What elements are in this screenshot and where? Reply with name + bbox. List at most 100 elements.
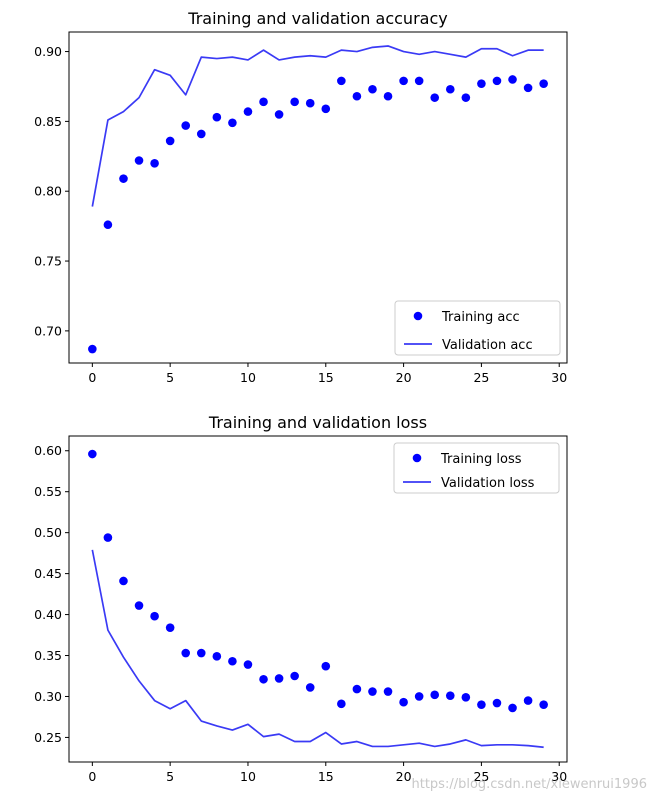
data-point	[181, 121, 191, 130]
data-point	[134, 156, 144, 165]
data-point	[305, 683, 315, 692]
data-point	[212, 112, 222, 122]
x-tick-label: 10	[240, 769, 256, 784]
data-point	[383, 687, 393, 696]
x-tick-label: 20	[396, 769, 412, 784]
data-point	[212, 652, 222, 661]
data-point	[165, 623, 175, 632]
data-point	[321, 104, 331, 114]
legend-point-marker	[412, 453, 422, 463]
x-tick-label: 5	[166, 769, 174, 784]
data-point	[259, 674, 268, 684]
data-point	[352, 91, 362, 101]
data-point	[539, 700, 548, 709]
data-point	[119, 174, 128, 183]
legend-box	[394, 300, 561, 356]
y-tick-label: 0.80	[34, 184, 62, 199]
x-tick-label: 0	[88, 769, 96, 784]
y-tick-label: 0.75	[34, 254, 62, 269]
series-line-validation-loss	[91, 549, 544, 749]
y-tick-label: 0.60	[34, 443, 62, 458]
data-point	[150, 611, 159, 621]
y-tick-label: 0.70	[34, 323, 62, 338]
watermark-text: https://blog.csdn.net/xiewenrui1996	[411, 777, 647, 792]
x-tick-label: 15	[318, 370, 334, 385]
x-tick-label: 25	[473, 370, 489, 385]
data-point	[477, 79, 486, 88]
data-point	[539, 79, 548, 88]
data-point	[461, 692, 471, 702]
data-point	[150, 158, 159, 168]
data-point	[88, 449, 97, 459]
data-point	[508, 703, 517, 713]
x-tick-label: 25	[473, 769, 489, 784]
data-point	[508, 75, 517, 84]
x-tick-label: 30	[551, 370, 567, 385]
data-point	[414, 76, 424, 86]
data-point	[243, 107, 253, 116]
y-tick-label: 0.85	[34, 114, 62, 129]
data-point	[103, 220, 113, 230]
data-point	[228, 118, 237, 128]
data-point	[492, 698, 502, 708]
y-tick-label: 0.35	[34, 648, 62, 663]
data-point	[119, 576, 128, 586]
legend-label: Training acc	[441, 310, 520, 325]
data-point	[181, 648, 191, 658]
data-point	[88, 344, 97, 354]
data-point	[445, 691, 455, 700]
data-point	[368, 687, 377, 696]
x-tick-label: 10	[240, 370, 256, 385]
series-line-validation-acc	[91, 45, 544, 207]
data-point	[445, 84, 455, 94]
x-tick-label: 30	[551, 769, 567, 784]
data-point	[196, 648, 206, 658]
y-tick-label: 0.45	[34, 566, 62, 581]
x-tick-label: 20	[396, 370, 412, 385]
data-point	[290, 97, 299, 107]
legend-point-marker	[413, 311, 423, 321]
y-tick-label: 0.55	[34, 484, 62, 499]
y-tick-label: 0.40	[34, 607, 62, 622]
data-point	[523, 696, 533, 705]
data-point	[274, 110, 284, 119]
data-point	[165, 136, 175, 146]
data-point	[274, 674, 284, 683]
data-point	[337, 76, 346, 86]
data-point	[321, 661, 331, 671]
y-tick-label: 0.50	[34, 525, 62, 540]
data-point	[430, 690, 440, 700]
data-point	[259, 97, 268, 107]
data-point	[414, 692, 424, 701]
y-tick-label: 0.30	[34, 689, 62, 704]
axes-frame	[68, 435, 568, 763]
data-point	[196, 129, 206, 139]
subplot-2: Training and validation loss 0 5 10 15 20 25 30…	[34, 413, 568, 784]
legend-label: Validation loss	[441, 476, 535, 491]
data-point	[103, 533, 113, 542]
data-point	[337, 699, 346, 709]
data-point	[430, 93, 440, 102]
y-tick-label: 0.90	[34, 44, 62, 59]
data-point	[290, 671, 299, 681]
axes-frame	[68, 31, 568, 364]
y-tick-label: 0.25	[34, 730, 62, 745]
data-point	[523, 83, 533, 93]
x-tick-label: 5	[166, 370, 174, 385]
x-tick-label: 0	[88, 370, 96, 385]
data-point	[243, 660, 253, 669]
subplot-1: Training and validation accuracy 0 5 10 15 20…	[34, 9, 568, 385]
chart-title: Training and validation accuracy	[187, 9, 447, 28]
x-tick-label: 15	[318, 769, 334, 784]
data-point	[134, 601, 144, 610]
data-point	[492, 76, 502, 86]
data-point	[399, 697, 408, 707]
chart-title: Training and validation loss	[208, 413, 427, 432]
data-point	[399, 76, 408, 86]
data-point	[368, 84, 377, 94]
legend-label: Training loss	[440, 452, 522, 467]
data-point	[477, 700, 486, 709]
legend-label: Validation acc	[442, 338, 533, 353]
data-point	[352, 684, 362, 694]
